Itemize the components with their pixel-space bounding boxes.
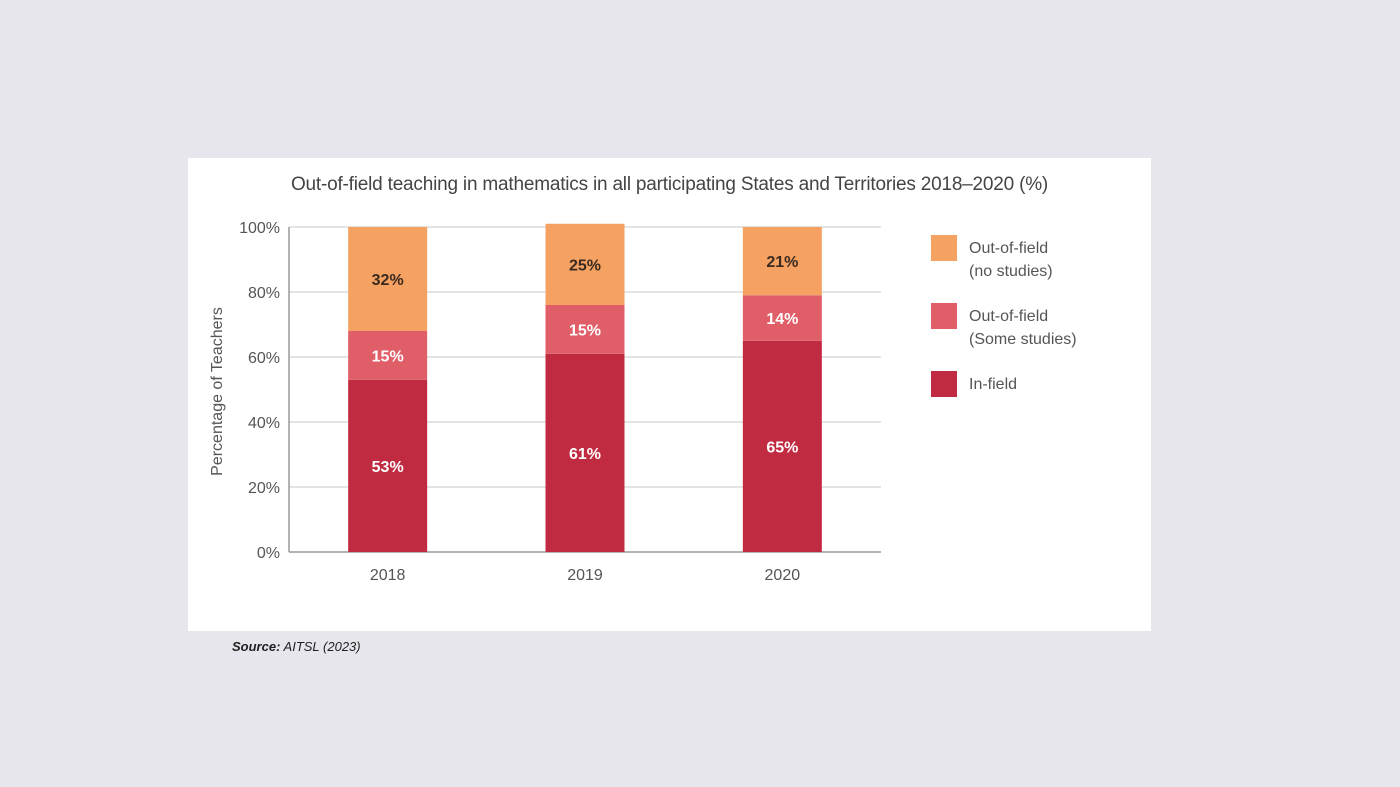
stacked-bar-chart: 0% 20% 40% 60% 80% 100% Percentage of Teachers… — [209, 220, 1077, 584]
y-tick-label: 40% — [248, 415, 280, 432]
bar-segment — [545, 353, 625, 552]
legend-swatch — [931, 303, 957, 329]
legend-swatch — [931, 235, 957, 261]
bar-data-label: 61% — [569, 446, 601, 463]
legend-swatch — [931, 371, 957, 397]
bar-data-label: 15% — [372, 348, 404, 365]
bar-data-label: 21% — [766, 254, 798, 271]
legend-label: (Some studies) — [969, 331, 1077, 348]
bar-segment — [742, 227, 822, 296]
bar-data-label: 65% — [766, 439, 798, 456]
y-tick-label: 60% — [248, 350, 280, 367]
bar-segment — [348, 379, 428, 552]
y-tick-label: 0% — [257, 545, 280, 562]
bar-segment — [348, 331, 428, 380]
x-tick-label: 2018 — [370, 567, 406, 584]
bar-data-label: 15% — [569, 322, 601, 339]
bar-segment — [742, 340, 822, 552]
y-tick-label: 100% — [239, 220, 280, 237]
source-label: Source: — [232, 639, 281, 654]
bar-data-label: 53% — [372, 459, 404, 476]
chart-card: 0% 20% 40% 60% 80% 100% Percentage of Teachers… — [188, 158, 1151, 631]
legend-label: In-field — [969, 376, 1017, 393]
source-citation: Source: AITSL (2023) — [232, 639, 361, 654]
legend-label: Out-of-field — [969, 308, 1048, 325]
x-tick-label: 2020 — [765, 567, 801, 584]
bar-segment — [545, 223, 625, 305]
bar-segment — [545, 305, 625, 354]
x-tick-label: 2019 — [567, 567, 603, 584]
y-axis-title: Percentage of Teachers — [209, 307, 226, 476]
bar-segment — [348, 227, 428, 331]
legend-label: (no studies) — [969, 263, 1053, 280]
source-text: AITSL (2023) — [280, 639, 361, 654]
chart-title: Out-of-field teaching in mathematics in … — [290, 174, 1049, 195]
y-tick-label: 80% — [248, 285, 280, 302]
bar-data-label: 14% — [766, 311, 798, 328]
bar-segment — [742, 295, 822, 341]
legend-label: Out-of-field — [969, 240, 1048, 257]
bar-data-label: 32% — [372, 272, 404, 289]
y-tick-label: 20% — [248, 480, 280, 497]
bar-data-label: 25% — [569, 257, 601, 274]
